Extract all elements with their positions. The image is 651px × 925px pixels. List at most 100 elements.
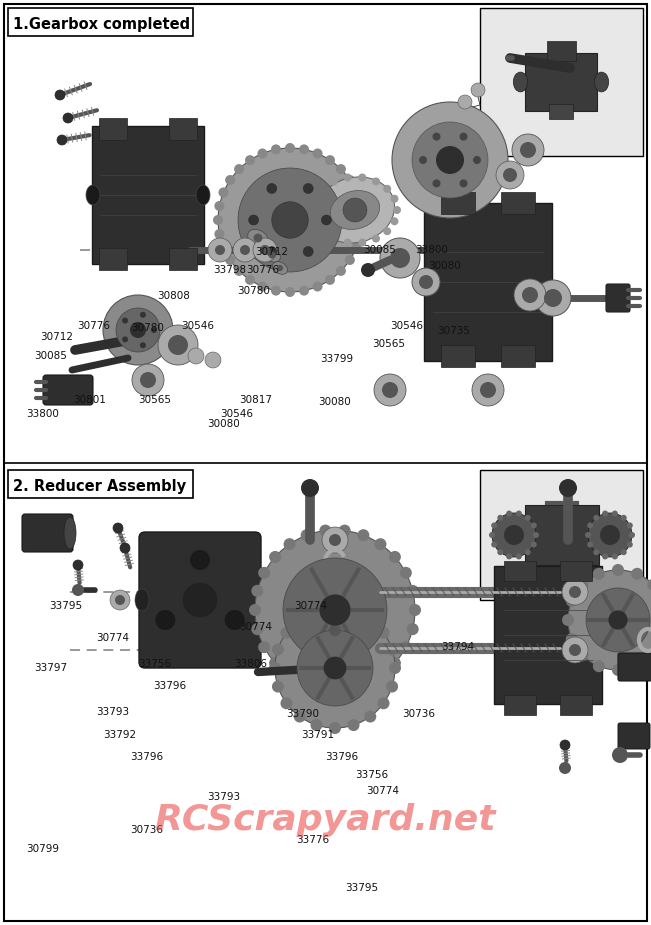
Circle shape [577,579,589,591]
Circle shape [299,144,309,154]
Text: 33798: 33798 [214,265,247,275]
Text: 33796: 33796 [130,752,163,761]
Circle shape [647,579,651,591]
FancyBboxPatch shape [504,561,536,581]
Circle shape [432,132,441,141]
Text: 30736: 30736 [130,825,163,834]
Ellipse shape [330,191,380,229]
Circle shape [254,234,262,242]
Text: 30546: 30546 [220,410,253,419]
Ellipse shape [64,517,76,549]
Circle shape [491,541,497,548]
Circle shape [531,523,537,528]
Text: 33794: 33794 [441,643,475,652]
Text: 30546: 30546 [181,321,214,330]
Circle shape [257,149,268,158]
Circle shape [506,553,512,560]
FancyBboxPatch shape [546,41,575,60]
Circle shape [344,239,352,246]
Circle shape [330,235,338,242]
Circle shape [372,178,380,185]
Circle shape [352,242,361,253]
Text: 30080: 30080 [318,398,350,407]
Text: 2. Reducer Assembly: 2. Reducer Assembly [13,479,186,495]
Text: 30546: 30546 [391,321,424,330]
Circle shape [132,364,164,396]
FancyBboxPatch shape [99,118,127,140]
Circle shape [301,529,312,541]
Circle shape [492,513,536,557]
FancyBboxPatch shape [618,653,651,681]
Circle shape [312,281,322,291]
Circle shape [324,657,346,679]
Circle shape [593,568,605,580]
Circle shape [325,275,335,285]
Circle shape [311,605,322,617]
Circle shape [602,553,608,560]
Circle shape [400,567,412,579]
FancyBboxPatch shape [169,248,197,270]
FancyBboxPatch shape [43,375,93,405]
Circle shape [432,179,441,188]
Circle shape [272,202,308,239]
Text: 30085: 30085 [363,245,396,254]
Circle shape [190,550,210,570]
Circle shape [188,348,204,364]
Circle shape [612,553,618,560]
Circle shape [312,195,320,203]
Circle shape [392,102,508,218]
Circle shape [566,595,578,607]
Text: 30808: 30808 [158,291,190,301]
Circle shape [271,144,281,154]
Ellipse shape [273,262,288,275]
Circle shape [294,710,306,722]
Circle shape [320,684,331,696]
Text: 30080: 30080 [428,262,461,271]
Circle shape [593,660,605,672]
Ellipse shape [63,113,73,123]
Circle shape [357,679,369,691]
Circle shape [110,590,130,610]
Ellipse shape [316,177,395,243]
Circle shape [357,215,367,225]
Circle shape [620,515,627,521]
FancyBboxPatch shape [99,248,127,270]
Circle shape [587,541,593,548]
FancyBboxPatch shape [560,695,592,715]
Circle shape [343,198,367,222]
Circle shape [140,342,146,348]
Circle shape [234,265,244,276]
Circle shape [497,549,503,555]
Circle shape [320,595,351,625]
Circle shape [122,337,128,342]
Circle shape [473,156,481,164]
Circle shape [587,523,593,528]
Circle shape [277,265,283,271]
Circle shape [240,245,250,255]
Circle shape [382,382,398,398]
Circle shape [407,585,419,597]
Circle shape [339,524,351,536]
Circle shape [602,511,608,516]
Circle shape [140,312,146,318]
Circle shape [562,579,588,605]
Circle shape [72,584,84,596]
Ellipse shape [113,523,123,533]
Circle shape [311,719,322,731]
Circle shape [531,541,537,548]
Text: 30774: 30774 [96,634,130,643]
Ellipse shape [248,229,268,247]
Text: 33795: 33795 [345,883,378,893]
Circle shape [593,515,600,521]
Circle shape [214,229,225,239]
Circle shape [390,248,410,268]
Circle shape [586,588,650,652]
Circle shape [516,553,522,560]
Text: 33756: 33756 [138,660,171,669]
Ellipse shape [135,589,149,611]
FancyBboxPatch shape [504,695,536,715]
Text: 33796: 33796 [326,752,359,761]
Circle shape [168,335,188,355]
Text: 30735: 30735 [437,327,471,336]
Bar [480,470,643,600]
